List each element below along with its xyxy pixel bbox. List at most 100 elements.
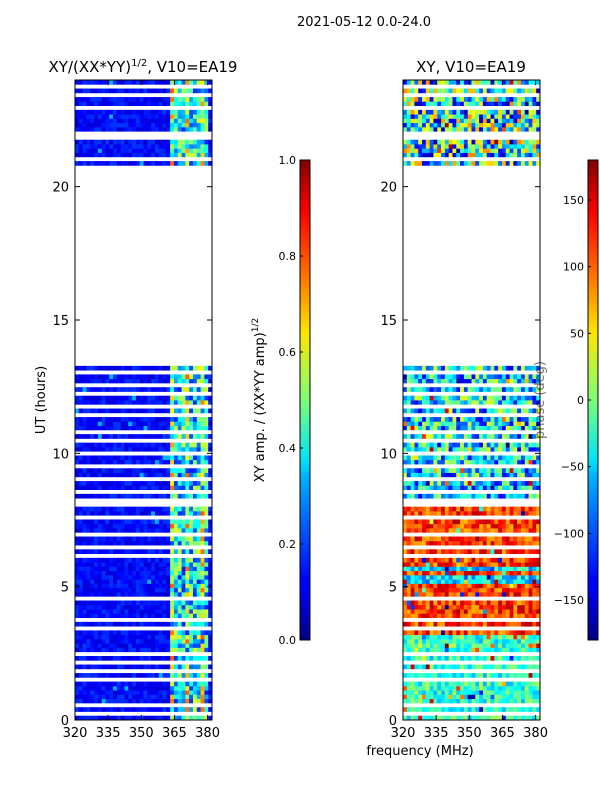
heatmap-cell — [414, 685, 419, 691]
heatmap-cell — [425, 643, 431, 648]
heatmap-cell — [437, 485, 442, 490]
heatmap-cell — [82, 400, 87, 405]
heatmap-cell — [406, 472, 412, 478]
heatmap-cell — [456, 690, 461, 695]
heatmap-cell — [124, 609, 129, 614]
heatmap-cell — [113, 148, 118, 153]
heatmap-cell — [456, 566, 461, 572]
heatmap-cell — [471, 485, 476, 490]
heatmap-cell — [410, 408, 415, 414]
heatmap-cell — [505, 557, 510, 563]
heatmap-cell — [101, 570, 106, 576]
heatmap-cell — [498, 579, 503, 584]
heatmap-cell — [200, 472, 205, 478]
heatmap-cell — [185, 638, 190, 644]
heatmap-cell — [410, 387, 415, 392]
heatmap-cell — [139, 506, 144, 512]
heatmap-cell — [177, 506, 182, 512]
heatmap-cell — [467, 647, 472, 653]
heatmap-cell — [410, 562, 415, 567]
heatmap-cell — [86, 109, 91, 115]
heatmap-cell — [154, 400, 160, 405]
heatmap-cell — [82, 101, 87, 106]
heatmap-cell — [414, 587, 419, 593]
heatmap-cell — [78, 562, 84, 567]
heatmap-cell — [414, 528, 419, 533]
heatmap-cell — [456, 425, 461, 431]
heatmap-cell — [120, 365, 125, 371]
heatmap-cell — [490, 442, 495, 448]
heatmap-cell — [204, 434, 209, 439]
heatmap-cell — [208, 536, 212, 542]
heatmap-cell — [139, 122, 144, 128]
heatmap-cell — [75, 118, 80, 124]
heatmap-cell — [505, 592, 510, 597]
heatmap-cell — [467, 540, 472, 546]
heatmap-cell — [177, 161, 182, 166]
heatmap-cell — [143, 455, 148, 461]
heatmap-cell — [82, 455, 87, 461]
heatmap-cell — [528, 634, 533, 640]
heatmap-cell — [524, 536, 529, 542]
heatmap-cell — [467, 673, 472, 678]
heatmap-cell — [406, 570, 412, 576]
heatmap-cell — [154, 139, 160, 145]
heatmap-cell — [86, 664, 91, 670]
heatmap-cell — [200, 101, 205, 106]
heatmap-cell — [101, 144, 106, 149]
heatmap-cell — [498, 570, 503, 576]
heatmap-cell — [425, 114, 431, 119]
heatmap-cell — [505, 664, 510, 670]
heatmap-cell — [185, 485, 190, 490]
heatmap-cell — [185, 681, 190, 687]
heatmap-cell — [479, 634, 484, 640]
heatmap-cell — [101, 446, 106, 452]
heatmap-cell — [479, 455, 484, 461]
heatmap-cell — [456, 673, 461, 678]
heatmap-cell — [479, 442, 484, 448]
heatmap-cell — [479, 664, 484, 670]
heatmap-cell — [448, 400, 453, 405]
heatmap-cell — [90, 630, 95, 636]
heatmap-cell — [536, 647, 540, 653]
heatmap-cell — [513, 161, 518, 166]
heatmap-cell — [429, 656, 434, 661]
heatmap-cell — [467, 519, 472, 525]
heatmap-cell — [528, 472, 533, 478]
heatmap-cell — [482, 408, 488, 414]
heatmap-cell — [120, 459, 125, 465]
heatmap-cell — [456, 493, 461, 499]
heatmap-cell — [520, 519, 526, 525]
heatmap-cell — [429, 643, 434, 648]
heatmap-cell — [418, 685, 423, 691]
heatmap-cell — [132, 446, 137, 452]
heatmap-cell — [177, 80, 182, 85]
heatmap-cell — [425, 434, 431, 439]
heatmap-cell — [410, 126, 415, 132]
heatmap-cell — [154, 634, 160, 640]
heatmap-cell — [490, 387, 495, 392]
heatmap-cell — [505, 540, 510, 546]
heatmap-cell — [475, 656, 480, 661]
heatmap-cell — [208, 519, 212, 525]
heatmap-cell — [406, 656, 412, 661]
heatmap-cell — [467, 446, 472, 452]
heatmap-cell — [475, 455, 480, 461]
heatmap-cell — [166, 152, 171, 158]
heatmap-cell — [200, 425, 205, 431]
heatmap-cell — [173, 506, 179, 512]
heatmap-cell — [154, 80, 160, 85]
heatmap-cell — [196, 408, 201, 414]
heatmap-cell — [505, 408, 510, 414]
heatmap-cell — [86, 609, 91, 614]
heatmap-cell — [82, 126, 87, 132]
heatmap-cell — [162, 510, 167, 516]
heatmap-cell — [418, 421, 423, 426]
heatmap-cell — [128, 493, 133, 499]
heatmap-cell — [170, 630, 175, 636]
heatmap-cell — [528, 114, 533, 119]
heatmap-cell — [166, 690, 171, 695]
heatmap-cell — [498, 528, 503, 533]
heatmap-cell — [128, 459, 133, 465]
heatmap-cell — [124, 604, 129, 610]
